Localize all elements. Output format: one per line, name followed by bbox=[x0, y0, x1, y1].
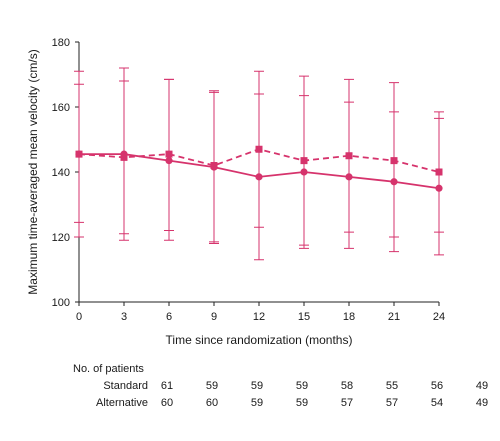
y-tick-label: 100 bbox=[52, 297, 70, 309]
x-tick-label: 21 bbox=[388, 311, 400, 323]
y-tick-label: 140 bbox=[52, 167, 70, 179]
x-tick-label: 18 bbox=[343, 311, 355, 323]
x-tick-label: 0 bbox=[76, 311, 82, 323]
x-tick-label: 15 bbox=[298, 311, 310, 323]
patients-count-cell: 57 bbox=[341, 397, 353, 409]
patients-count-cell: 60 bbox=[161, 397, 173, 409]
data-point-circle bbox=[75, 150, 83, 158]
patients-count-cell: 60 bbox=[206, 397, 218, 409]
x-tick-label: 9 bbox=[211, 311, 217, 323]
patients-count-cell: 59 bbox=[296, 380, 308, 392]
data-point-circle bbox=[390, 178, 398, 186]
patients-count-cell: 49 bbox=[476, 380, 488, 392]
y-tick-label: 160 bbox=[52, 102, 70, 114]
patients-count-cell: 57 bbox=[386, 397, 398, 409]
patients-count-cell: 59 bbox=[251, 397, 263, 409]
patients-count-cell: 55 bbox=[386, 380, 398, 392]
data-point-circle bbox=[255, 173, 263, 181]
series-1-group bbox=[74, 78, 444, 261]
data-point-circle bbox=[435, 184, 443, 192]
data-point-circle bbox=[210, 163, 218, 171]
x-tick-label: 3 bbox=[121, 311, 127, 323]
patients-count-cell: 59 bbox=[296, 397, 308, 409]
x-tick-label: 6 bbox=[166, 311, 172, 323]
patients-count-cell: 61 bbox=[161, 380, 173, 392]
y-axis-title: Maximum time-averaged mean velocity (cm/… bbox=[26, 49, 40, 294]
data-point-circle bbox=[165, 157, 173, 165]
data-point-circle bbox=[345, 173, 353, 181]
patients-count-cell: 54 bbox=[431, 397, 443, 409]
x-axis-title: Time since randomization (months) bbox=[166, 333, 353, 347]
patients-table-title: No. of patients bbox=[73, 363, 144, 375]
y-tick-label: 180 bbox=[52, 37, 70, 49]
patients-count-cell: 56 bbox=[431, 380, 443, 392]
data-point-circle bbox=[300, 168, 308, 176]
x-tick-label: 12 bbox=[253, 311, 265, 323]
patients-count-cell: 59 bbox=[251, 380, 263, 392]
x-tick-label: 24 bbox=[433, 311, 445, 323]
patients-count-cell: 58 bbox=[341, 380, 353, 392]
patients-count-cell: 59 bbox=[206, 380, 218, 392]
patients-row-label: Alternative bbox=[96, 397, 148, 409]
data-point-circle bbox=[120, 150, 128, 158]
patients-count-cell: 49 bbox=[476, 397, 488, 409]
y-tick-label: 120 bbox=[52, 232, 70, 244]
patients-row-label: Standard bbox=[103, 380, 148, 392]
